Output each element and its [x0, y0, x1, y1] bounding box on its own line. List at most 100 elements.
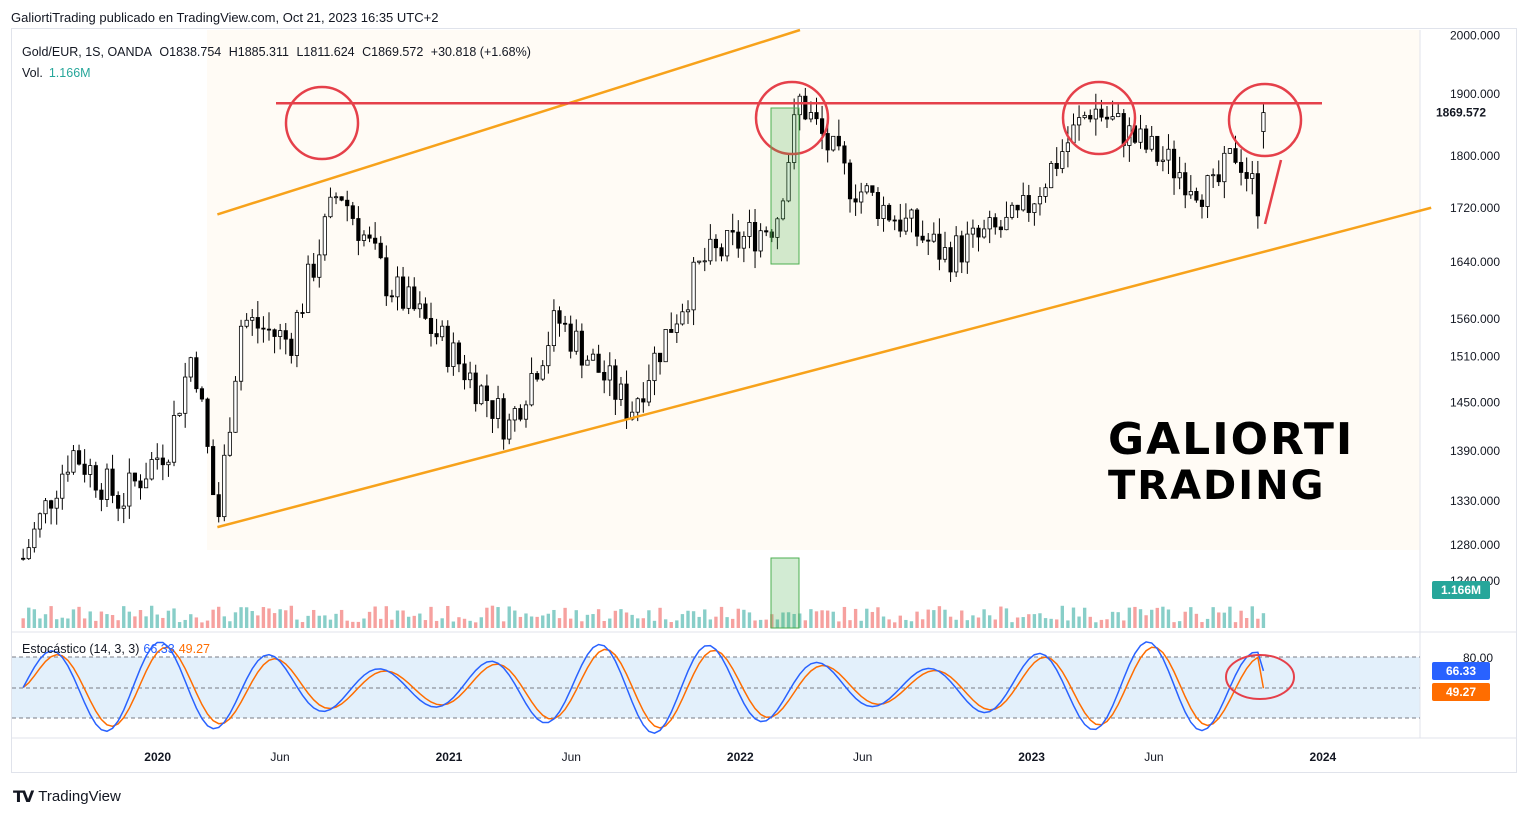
volume-legend: Vol. 1.166M [22, 66, 91, 80]
stochastic-label[interactable]: Estocástico (14, 3, 3) [22, 642, 140, 656]
volume-bar [1256, 618, 1260, 628]
stochastic-k-tag: 66.33 [1446, 664, 1476, 678]
volume-bar [714, 616, 718, 628]
candles [21, 87, 1266, 561]
candle-body [697, 260, 702, 263]
volume-bar [1144, 615, 1148, 628]
candle-body [278, 330, 283, 337]
candle-body [1166, 148, 1171, 161]
volume-bar [792, 613, 796, 628]
candle-body [1160, 159, 1165, 162]
candle-body [26, 547, 31, 560]
candle-body [825, 133, 830, 151]
candle-body [752, 222, 758, 252]
volume-bar [786, 612, 791, 628]
candle-body [93, 465, 98, 491]
volume-bar [1205, 618, 1210, 628]
footer[interactable]: TV TradingView [13, 787, 121, 806]
volume-bar [490, 605, 495, 628]
volume-bar [546, 613, 551, 628]
volume-bar [267, 608, 271, 628]
volume-bar [250, 611, 254, 628]
volume-bar [585, 614, 590, 628]
candle-body [127, 472, 132, 507]
candle-body [1222, 152, 1227, 183]
candle-body [786, 162, 791, 202]
candle-body [1082, 115, 1087, 119]
volume-bar [814, 611, 819, 628]
volume-bar [954, 619, 958, 628]
volume-bar [541, 615, 545, 628]
volume-bar [837, 621, 841, 628]
candle-body [730, 230, 735, 233]
candle-body [920, 235, 925, 241]
candle-body [1054, 163, 1059, 169]
volume-bar [457, 617, 461, 628]
volume-bars [21, 605, 1266, 628]
volume-bar [440, 618, 444, 628]
candle-body [624, 383, 629, 420]
candle-body [423, 303, 428, 319]
volume-bar [1049, 618, 1053, 628]
candle-body [998, 226, 1003, 231]
volume-bar [859, 620, 863, 628]
candle-body [1049, 163, 1054, 189]
candle-body [166, 461, 171, 466]
candle-body [646, 380, 651, 403]
candle-body [222, 454, 227, 518]
candle-body [914, 209, 920, 237]
volume-bar [278, 609, 282, 628]
volume-bar [1077, 616, 1081, 628]
candle-body [384, 257, 389, 297]
volume-bar [351, 621, 355, 628]
volume-bar [183, 619, 187, 628]
stochastic-d-line [22, 646, 1265, 729]
volume-bar [1082, 607, 1087, 628]
candle-body [596, 353, 601, 373]
candle-body [546, 345, 551, 367]
candle-body [440, 325, 445, 338]
candle-body [171, 415, 177, 463]
volume-bar [496, 607, 500, 628]
candle-body [1116, 113, 1121, 118]
volume-bar [1116, 612, 1120, 628]
time-axis-label: 2020 [144, 750, 171, 764]
volume-bar [261, 607, 266, 628]
candle-body [1155, 135, 1160, 162]
candle-body [1088, 115, 1093, 120]
candle-body [719, 247, 724, 257]
symbol-label[interactable]: Gold/EUR, 1S, OANDA [22, 45, 152, 59]
volume-bar [256, 615, 260, 628]
volume-label[interactable]: Vol. [22, 66, 43, 80]
candle-body [199, 388, 205, 400]
candle-body [1004, 216, 1009, 231]
candle-body [495, 398, 501, 419]
candle-body [311, 263, 316, 278]
candle-body [758, 230, 763, 252]
candle-body [685, 309, 691, 313]
candle-body [484, 385, 489, 401]
candle-body [864, 185, 869, 193]
volume-bar [988, 615, 992, 628]
candle-body [808, 112, 813, 120]
candle-body [468, 372, 473, 381]
candle-body [1076, 117, 1082, 126]
candle-body [657, 352, 663, 363]
candle-body [820, 118, 825, 134]
candle-body [965, 233, 970, 263]
candle-body [261, 327, 266, 330]
candle-body [993, 217, 998, 228]
volume-bar [27, 607, 31, 628]
volume-bar [1094, 622, 1098, 628]
volume-bar [228, 621, 232, 628]
low-value: L1811.624 [296, 45, 355, 59]
axis-tags: 1869.572 1.166M 66.33 49.27 [1432, 103, 1490, 701]
channel-lower-line [217, 206, 1432, 529]
volume-bar [284, 610, 288, 628]
candle-body [1177, 172, 1182, 179]
candle-body [445, 325, 450, 367]
volume-bar [289, 605, 294, 628]
volume-bar [177, 622, 182, 628]
volume-bar [999, 606, 1003, 628]
